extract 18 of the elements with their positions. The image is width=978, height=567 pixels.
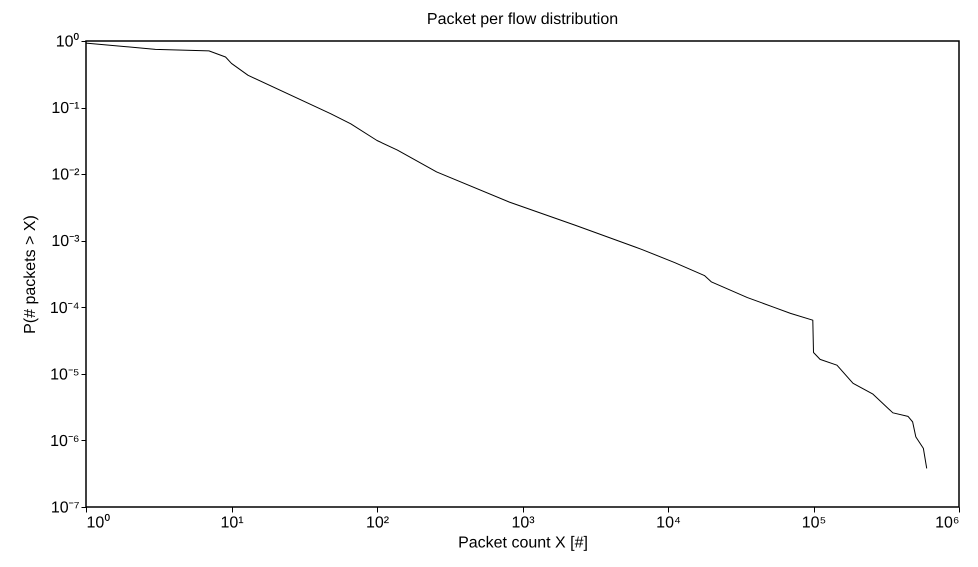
x-axis-title: Packet count X [#] (458, 534, 588, 552)
x-tick-label: 10² (366, 514, 390, 532)
chart-title: Packet per flow distribution (426, 11, 618, 28)
y-axis-title: P(# packets > X) (22, 215, 39, 334)
x-tick-label: 10⁴ (656, 514, 681, 532)
x-tick-label: 10³ (511, 514, 536, 532)
x-tick-label: 10⁶ (935, 514, 960, 532)
x-tick-label: 10⁵ (802, 514, 826, 532)
y-tick-label: 10⁻⁴ (50, 300, 80, 317)
y-tick-label: 10⁻¹ (51, 100, 80, 118)
x-tick-label: 10¹ (220, 514, 244, 532)
x-tick-label: 10⁰ (86, 514, 110, 532)
y-tick-label: 10⁻⁷ (50, 500, 80, 516)
y-tick-label: 10⁻² (51, 166, 80, 184)
y-tick-label: 10⁻⁵ (50, 366, 80, 384)
y-tick-label: 10⁻⁶ (50, 432, 80, 450)
y-tick-label: 10⁰ (56, 32, 80, 50)
y-tick-label: 10⁻³ (51, 233, 80, 250)
